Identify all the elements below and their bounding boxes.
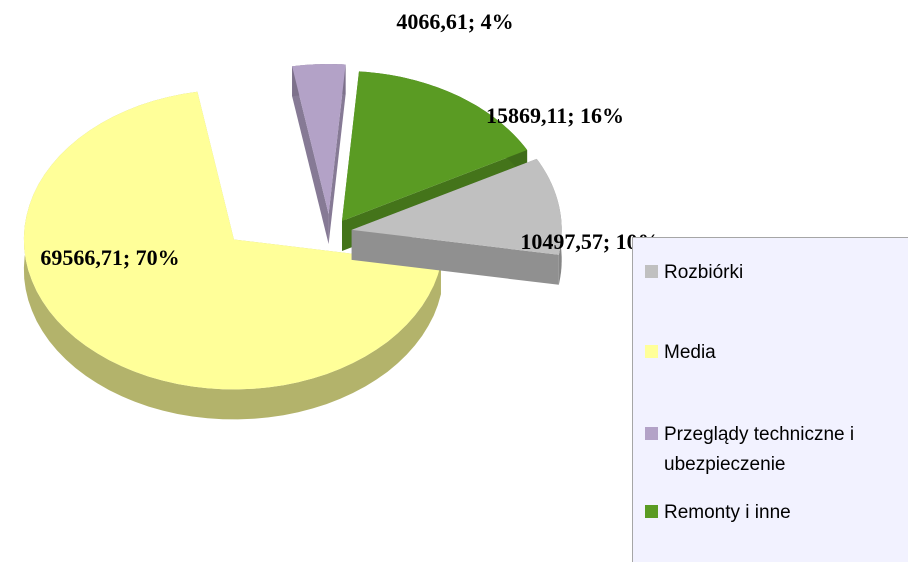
legend-entry: Rozbiórki [645,258,904,288]
data-label: 15869,11; 16% [485,103,625,128]
data-label: 4066,61; 4% [396,9,514,34]
legend-entry: Media [645,338,904,368]
slice [342,71,528,222]
legend-label: Rozbiórki [664,262,744,283]
legend-swatch [645,265,658,278]
legend: Rozbiórki Media Przeglądy techniczne i ube… [632,237,908,562]
slice-side [292,66,329,244]
legend-label: Remonty i inne [664,502,791,523]
slice [23,91,441,390]
legend-swatch [645,427,658,440]
slice-side [351,229,559,285]
slice-side [328,64,346,244]
slice [292,64,346,214]
slice [351,158,562,255]
legend-label: Media [664,342,716,363]
legend-label: Przeglądy techniczne i ubezpieczenie [664,424,855,475]
legend-entry: Remonty i inne [645,498,904,528]
legend-swatch [645,345,658,358]
data-label: 69566,71; 70% [40,245,180,270]
legend-swatch [645,505,658,518]
legend-entry: Przeglądy techniczne i ubezpieczenie [645,420,904,480]
